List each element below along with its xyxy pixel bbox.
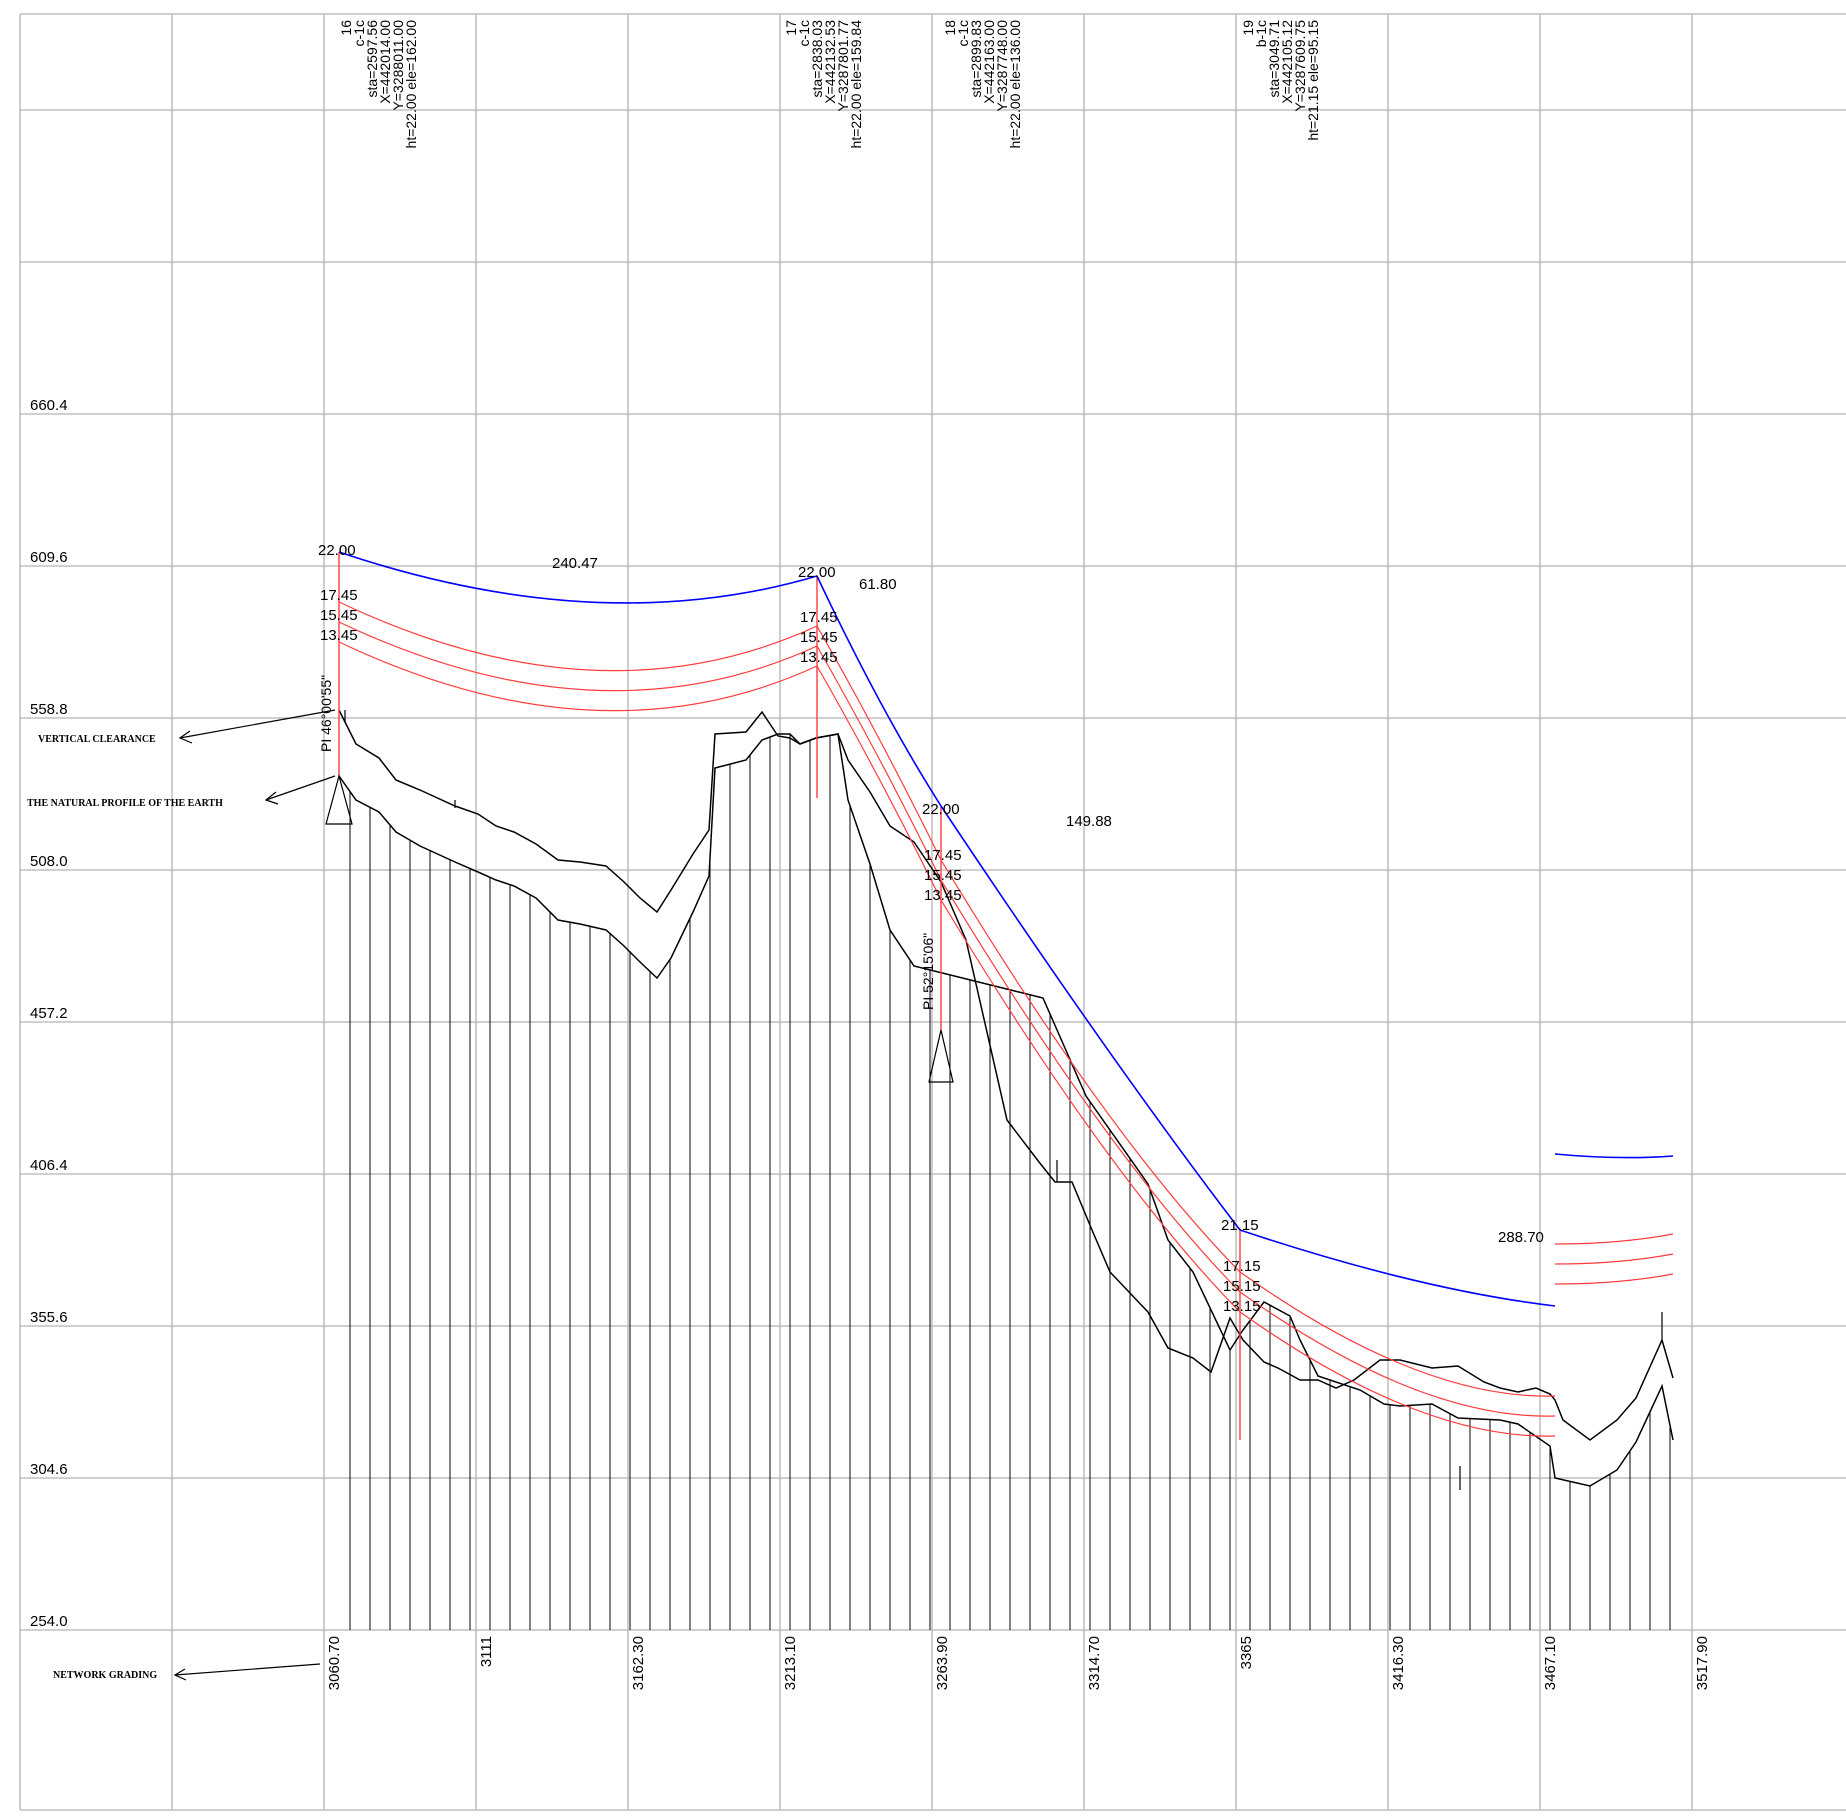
tower-info-line: Y=3287609.75: [1292, 20, 1308, 112]
tower-info-line: Y=3287801.77: [835, 20, 851, 112]
tower-info-line: X=442105.12: [1279, 20, 1295, 104]
height-label: 13.15: [1223, 1298, 1261, 1315]
tower-info-19: 19 b-1c sta=3049.71 X=442105.12 Y=328760…: [1240, 20, 1321, 141]
span-length-label: 61.80: [859, 576, 897, 593]
tower-info-line: 16: [338, 20, 354, 36]
tower-info-line: 19: [1240, 20, 1256, 36]
height-label: 13.45: [924, 887, 962, 904]
terrain-hatching: [349, 734, 1671, 1630]
tower-info-line: X=442163.00: [981, 20, 997, 104]
elevation-label: 660.4: [30, 397, 68, 414]
height-label: 17.45: [320, 587, 358, 604]
conductor-heights-18: 22.00 17.45 15.45 13.45: [922, 801, 962, 904]
tower-info-line: 18: [942, 20, 958, 36]
pi-angle-16: PI 46°00'55": [318, 675, 334, 752]
elevation-label: 609.6: [30, 549, 68, 566]
terrain-ticks: [344, 710, 1663, 1490]
elevation-label: 406.4: [30, 1157, 68, 1174]
station-label: 3162.30: [630, 1636, 647, 1690]
height-label: 15.45: [924, 867, 962, 884]
elevation-label: 508.0: [30, 853, 68, 870]
tower-info-line: Y=3288011.00: [390, 20, 406, 111]
span-length-label: 149.88: [1066, 813, 1112, 830]
tower-info-17: 17 c-1c sta=2838.03 X=442132.53 Y=328780…: [783, 20, 864, 149]
vertical-clearance-label: VERTICAL CLEARANCE: [38, 734, 156, 745]
height-label: 13.45: [800, 649, 838, 666]
station-label: 3416.30: [1390, 1636, 1407, 1690]
station-label: 3111: [478, 1636, 495, 1667]
height-label: 15.45: [800, 629, 838, 646]
station-axis: 3060.70 3111 3162.30 3213.10 3263.90 331…: [326, 1636, 1711, 1690]
tower-info-line: X=442132.53: [822, 20, 838, 104]
ground-wire-span-1: [338, 551, 818, 604]
network-grading-label: NETWORK GRADING: [53, 1670, 157, 1681]
elevation-label: 304.6: [30, 1461, 68, 1478]
conductors: [338, 601, 1674, 1437]
conductor-heights-16: 22.00 17.45 15.45 13.45: [318, 542, 358, 644]
conductor-heights-17: 22.00 17.45 15.45 13.45: [798, 564, 838, 666]
support-triangle-16: [325, 773, 353, 825]
span-lengths: 240.47 61.80 149.88 288.70: [552, 555, 1544, 1246]
height-label: 22.00: [798, 564, 836, 581]
ground-wire-span-2: [816, 575, 942, 807]
tower-info-16: 16 c-1c sta=2597.56 X=442014.00 Y=328801…: [338, 20, 419, 149]
station-label: 3365: [1238, 1636, 1255, 1669]
span-length-label: 288.70: [1498, 1229, 1544, 1246]
conductor-heights-19: 21.15 17.15 15.15 13.15: [1221, 1217, 1261, 1315]
network-grading-annotation: NETWORK GRADING: [53, 1663, 321, 1681]
tower-info-line: X=442014.00: [377, 20, 393, 104]
elevation-label: 558.8: [30, 701, 68, 718]
height-label: 22.00: [318, 542, 356, 559]
pi-angle-18: PI 52°15'06": [920, 933, 936, 1010]
height-label: 22.00: [922, 801, 960, 818]
height-label: 17.45: [924, 847, 962, 864]
height-label: 17.45: [800, 609, 838, 626]
tower-poles: [338, 552, 1241, 1440]
ground-wire-span-3: [940, 805, 1241, 1231]
tower-info-line: Y=3287748.00: [994, 20, 1010, 112]
elevation-label: 457.2: [30, 1005, 68, 1022]
vertical-clearance-annotation: VERTICAL CLEARANCE: [38, 709, 336, 745]
tower-info-line: ht=22.00 ele=136.00: [1007, 20, 1023, 149]
tower-info-18: 18 c-1c sta=2899.83 X=442163.00 Y=328774…: [942, 20, 1023, 149]
elevation-label: 254.0: [30, 1613, 68, 1630]
elevation-label: 355.6: [30, 1309, 68, 1326]
ground-wire-next-span: [1554, 1153, 1674, 1159]
tower-info-line: ht=22.00 ele=162.00: [403, 20, 419, 149]
station-label: 3517.90: [1694, 1636, 1711, 1690]
tower-info-line: ht=21.15 ele=95.15: [1305, 20, 1321, 141]
station-label: 3263.90: [934, 1636, 951, 1690]
station-label: 3060.70: [326, 1636, 343, 1690]
height-label: 15.15: [1223, 1278, 1261, 1295]
vertical-clearance-line: [338, 709, 1674, 1441]
station-label: 3213.10: [782, 1636, 799, 1690]
tower-info-line: b-1c: [1253, 20, 1269, 47]
elevation-axis: 660.4 609.6 558.8 508.0 457.2 406.4 355.…: [30, 397, 68, 1630]
natural-profile-line: [338, 733, 1674, 1487]
tower-info-line: 17: [783, 20, 799, 36]
span-length-label: 240.47: [552, 555, 598, 572]
tower-info-line: c-1c: [955, 20, 971, 46]
tower-info-line: sta=2838.03: [809, 20, 825, 98]
tower-info-line: c-1c: [351, 20, 367, 46]
tower-info-line: sta=3049.71: [1266, 20, 1282, 98]
tower-info-line: sta=2597.56: [364, 20, 380, 98]
support-triangle-18: [928, 1029, 954, 1083]
height-label: 17.15: [1223, 1258, 1261, 1275]
height-label: 21.15: [1221, 1217, 1259, 1234]
height-label: 13.45: [320, 627, 358, 644]
ground-wire-span-4: [1239, 1229, 1556, 1307]
station-label: 3467.10: [1542, 1636, 1559, 1690]
grid: [19, 13, 1846, 1811]
tower-info-line: c-1c: [796, 20, 812, 46]
natural-profile-label: THE NATURAL PROFILE OF THE EARTH: [27, 798, 223, 809]
height-label: 15.45: [320, 607, 358, 624]
natural-profile-annotation: THE NATURAL PROFILE OF THE EARTH: [27, 775, 336, 809]
tower-info-line: sta=2899.83: [968, 20, 984, 98]
station-label: 3314.70: [1086, 1636, 1103, 1690]
tower-info-line: ht=22.00 ele=159.84: [848, 20, 864, 149]
